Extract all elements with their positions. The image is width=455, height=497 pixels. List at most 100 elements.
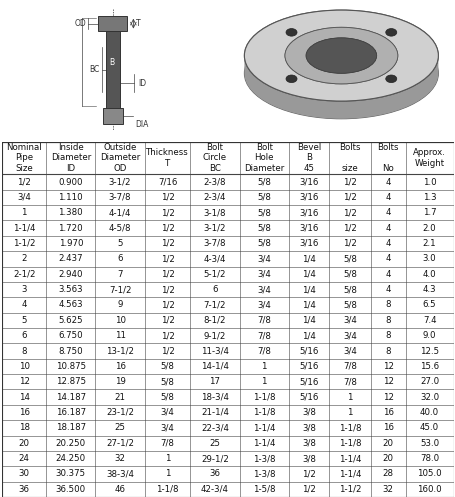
Text: 1-1/2: 1-1/2: [13, 239, 35, 248]
Text: 4: 4: [384, 193, 390, 202]
Bar: [102, 108, 123, 124]
Text: 53.0: 53.0: [419, 439, 438, 448]
Ellipse shape: [284, 27, 397, 84]
Text: 19: 19: [114, 377, 125, 386]
Text: 25: 25: [209, 439, 220, 448]
Text: 32: 32: [114, 454, 125, 463]
Text: 1/2: 1/2: [301, 470, 315, 479]
Text: 5/8: 5/8: [342, 254, 356, 263]
Ellipse shape: [244, 28, 437, 119]
Text: 4: 4: [384, 224, 390, 233]
Text: 7.4: 7.4: [422, 316, 435, 325]
Text: 6: 6: [117, 254, 122, 263]
Text: 4.3: 4.3: [422, 285, 435, 294]
Ellipse shape: [385, 75, 396, 83]
Text: 29-1/2: 29-1/2: [201, 454, 228, 463]
Text: 24: 24: [19, 454, 30, 463]
Text: 5-1/2: 5-1/2: [203, 270, 226, 279]
Text: 1/2: 1/2: [17, 177, 31, 186]
Text: 3/4: 3/4: [342, 346, 356, 355]
Text: 160.0: 160.0: [416, 485, 441, 494]
Text: 20: 20: [382, 454, 393, 463]
Text: 5/8: 5/8: [257, 193, 270, 202]
Text: 32: 32: [382, 485, 393, 494]
Text: BC: BC: [89, 65, 99, 74]
Text: 2.0: 2.0: [422, 224, 435, 233]
Text: 5/8: 5/8: [160, 377, 174, 386]
Text: 5/16: 5/16: [298, 362, 318, 371]
Text: 5/16: 5/16: [298, 393, 318, 402]
Text: 78.0: 78.0: [419, 454, 438, 463]
Text: 3/16: 3/16: [298, 208, 318, 217]
Text: Bolt
Hole
Diameter: Bolt Hole Diameter: [243, 144, 283, 172]
Text: 10.875: 10.875: [56, 362, 86, 371]
Text: 3/16: 3/16: [298, 177, 318, 186]
Text: T: T: [136, 19, 141, 28]
Text: 8-1/2: 8-1/2: [203, 316, 226, 325]
Text: 4: 4: [384, 285, 390, 294]
Text: 16: 16: [19, 408, 30, 417]
Text: 3/8: 3/8: [301, 454, 315, 463]
Text: Inside
Diameter
ID: Inside Diameter ID: [51, 144, 91, 172]
Text: 1.7: 1.7: [422, 208, 435, 217]
Text: 1/2: 1/2: [160, 316, 174, 325]
Text: 3.0: 3.0: [422, 254, 435, 263]
Text: 5/8: 5/8: [257, 239, 270, 248]
Text: 5/8: 5/8: [160, 362, 174, 371]
Text: 3/8: 3/8: [301, 423, 315, 432]
Text: 1-5/8: 1-5/8: [253, 485, 275, 494]
Text: 1: 1: [164, 470, 170, 479]
Text: 3/16: 3/16: [298, 193, 318, 202]
Text: 7/8: 7/8: [257, 331, 270, 340]
Ellipse shape: [285, 28, 296, 36]
Text: 5/16: 5/16: [298, 346, 318, 355]
Text: 1/2: 1/2: [342, 208, 356, 217]
Text: 6.750: 6.750: [58, 331, 83, 340]
Text: 8.750: 8.750: [58, 346, 83, 355]
Text: 3-1/2: 3-1/2: [109, 177, 131, 186]
Text: 12: 12: [382, 362, 393, 371]
Text: 17: 17: [209, 377, 220, 386]
Text: 45.0: 45.0: [419, 423, 438, 432]
Text: 1-1/8: 1-1/8: [338, 423, 360, 432]
Text: 0.900: 0.900: [58, 177, 83, 186]
Text: Bolt
Circle
BC: Bolt Circle BC: [202, 144, 227, 172]
Text: 1: 1: [164, 454, 170, 463]
Text: 1-1/4: 1-1/4: [253, 439, 275, 448]
Text: 3/8: 3/8: [301, 408, 315, 417]
Text: 7/16: 7/16: [157, 177, 177, 186]
Text: 8: 8: [384, 301, 390, 310]
Ellipse shape: [385, 28, 396, 36]
Text: 46: 46: [114, 485, 125, 494]
Text: 3/4: 3/4: [257, 285, 270, 294]
Text: 4: 4: [384, 270, 390, 279]
Text: 1-1/4: 1-1/4: [338, 470, 360, 479]
Text: 1.3: 1.3: [422, 193, 435, 202]
Text: 4: 4: [384, 239, 390, 248]
Text: 6: 6: [21, 331, 27, 340]
Text: 1-1/8: 1-1/8: [338, 439, 360, 448]
Text: 4: 4: [384, 254, 390, 263]
Text: 7/8: 7/8: [257, 316, 270, 325]
Text: 1/2: 1/2: [342, 239, 356, 248]
Text: 5/8: 5/8: [342, 285, 356, 294]
Text: 2-1/2: 2-1/2: [13, 270, 35, 279]
Text: 3: 3: [21, 285, 27, 294]
Text: 1-1/2: 1-1/2: [338, 485, 360, 494]
Text: 12.5: 12.5: [419, 346, 438, 355]
Text: Nominal
Pipe
Size: Nominal Pipe Size: [6, 144, 42, 172]
Text: 14.187: 14.187: [56, 393, 86, 402]
Text: 20: 20: [382, 439, 393, 448]
Text: 1/2: 1/2: [160, 346, 174, 355]
Text: 25: 25: [114, 423, 125, 432]
Text: 1.380: 1.380: [58, 208, 83, 217]
Text: 18: 18: [19, 423, 30, 432]
Text: 3/4: 3/4: [342, 331, 356, 340]
Ellipse shape: [305, 38, 376, 73]
Text: 1.110: 1.110: [58, 193, 83, 202]
Text: 1-1/8: 1-1/8: [253, 393, 275, 402]
Text: 5: 5: [21, 316, 27, 325]
Text: 1/4: 1/4: [301, 316, 315, 325]
Text: Bevel
B
45: Bevel B 45: [296, 144, 320, 172]
Text: 8: 8: [384, 331, 390, 340]
